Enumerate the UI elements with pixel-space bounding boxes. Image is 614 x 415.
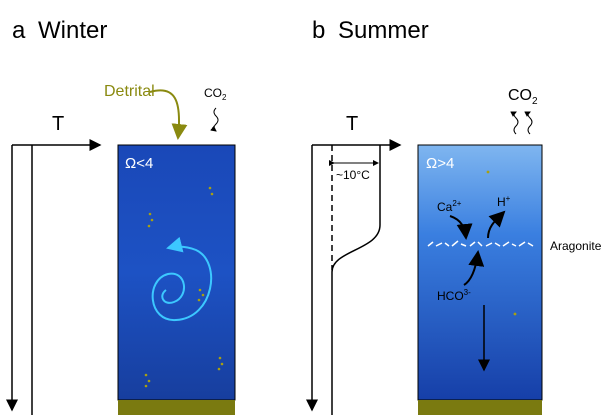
particle <box>487 171 490 174</box>
axis-label: T <box>52 113 64 135</box>
arrow <box>528 112 532 134</box>
sediment <box>418 400 542 415</box>
particle <box>514 313 517 316</box>
profile <box>332 145 380 415</box>
panel-title: Summer <box>338 17 429 44</box>
water-column <box>118 145 235 400</box>
arrow <box>514 112 518 134</box>
gas-label: CO2 <box>204 86 227 102</box>
gas-label: CO2 <box>508 87 538 107</box>
panel-letter: a <box>12 17 26 44</box>
panel-b: b Summer T ~10°C CO2 Ω>4 Ca2+ H+ HCO3- A… <box>312 17 602 415</box>
water-column <box>418 145 542 400</box>
panel-a: a Winter T Detrital CO2 Ω<4 <box>12 17 235 415</box>
sediment <box>118 400 235 415</box>
saturation-label: Ω>4 <box>426 155 454 172</box>
saturation-label: Ω<4 <box>125 155 153 172</box>
panel-title: Winter <box>38 17 107 44</box>
delta-label: ~10°C <box>336 168 370 182</box>
arrow <box>214 108 218 131</box>
panel-letter: b <box>312 17 325 44</box>
mineral-label: Aragonite <box>550 239 602 253</box>
source-label: Detrital <box>104 83 155 100</box>
axis-label: T <box>346 113 358 135</box>
diagram: a Winter T Detrital CO2 Ω<4 b Summer T <box>0 0 614 415</box>
